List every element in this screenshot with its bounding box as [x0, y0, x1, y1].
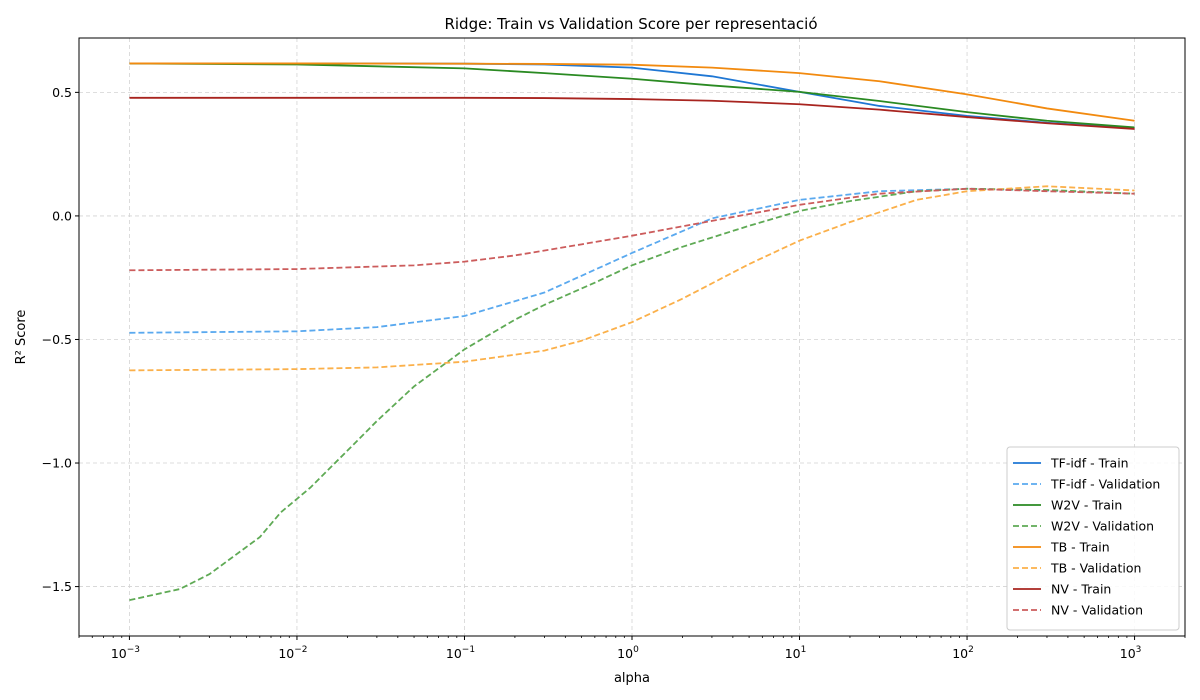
- series-line-tb-validation: [129, 185, 1135, 372]
- y-tick-label: −1.5: [42, 579, 72, 594]
- grid: [79, 38, 1185, 636]
- legend-label: W2V - Train: [1051, 498, 1122, 513]
- legend-label: TB - Validation: [1050, 561, 1141, 576]
- legend-label: NV - Validation: [1051, 603, 1143, 618]
- y-tick-label: 0.0: [52, 208, 72, 223]
- y-axis-title: R² Score: [14, 310, 29, 365]
- series-line-w2v-validation: [129, 187, 1135, 602]
- series-line-w2v-train: [129, 62, 1135, 129]
- chart-title: Ridge: Train vs Validation Score per rep…: [444, 15, 817, 33]
- x-tick-label: 10−1: [446, 645, 475, 661]
- y-tick-label: −1.0: [42, 456, 72, 471]
- legend-label: W2V - Validation: [1051, 519, 1154, 534]
- y-tick-label: −0.5: [42, 332, 72, 347]
- legend-label: TF-idf - Validation: [1050, 477, 1160, 492]
- x-tick-label: 101: [785, 645, 807, 661]
- legend-label: NV - Train: [1051, 582, 1111, 597]
- legend-box: [1006, 446, 1180, 631]
- x-tick-label: 10−2: [278, 645, 307, 661]
- x-axis-title: alpha: [614, 671, 650, 686]
- legend-label: TB - Train: [1050, 540, 1110, 555]
- x-tick-label: 102: [952, 645, 974, 661]
- series-line-nv-validation: [129, 187, 1135, 272]
- x-tick-label: 103: [1120, 645, 1142, 661]
- legend: TF-idf - Train TF-idf - Validation W2V - T…: [1006, 446, 1180, 631]
- series-lines: [129, 62, 1135, 602]
- legend-label: TF-idf - Train: [1050, 456, 1129, 471]
- series-line-nv-train: [129, 96, 1135, 130]
- y-tick-label: 0.5: [52, 85, 72, 100]
- x-tick-label: 10−3: [111, 645, 140, 661]
- series-line-tb-train: [129, 62, 1135, 122]
- x-tick-label: 100: [617, 645, 639, 661]
- axis-ticks: 10−3 10−2 10−1 100 101 102 103 0.5 0.0 −0.5 −1.0 −1…: [42, 85, 1186, 661]
